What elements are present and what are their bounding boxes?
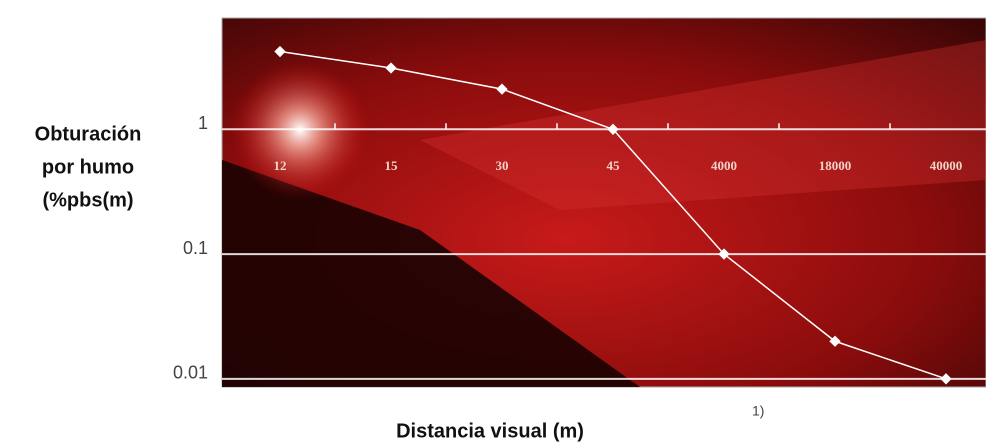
x-tick-label: 18000: [819, 158, 852, 173]
y-axis-label-line: (%pbs(m): [42, 189, 133, 211]
x-tick-label: 40000: [930, 158, 963, 173]
chart: Obturación por humo (%pbs(m) Distancia vis…: [0, 0, 986, 446]
y-axis-label-line: por humo: [42, 156, 134, 178]
x-axis-label: Distancia visual (m): [396, 420, 584, 442]
plot-background: [222, 18, 986, 387]
y-tick-label: 0.01: [173, 363, 208, 383]
x-tick-label: 15: [385, 158, 399, 173]
x-tick-label: 4000: [711, 158, 737, 173]
x-tick-label: 12: [274, 158, 287, 173]
y-axis-label: Obturación por humo (%pbs(m): [35, 123, 142, 211]
y-tick-label: 1: [198, 113, 208, 133]
y-axis-label-line: Obturación: [35, 123, 142, 145]
x-tick-label: 30: [496, 158, 509, 173]
x-tick-label: 45: [607, 158, 621, 173]
annotation: 1): [752, 403, 764, 419]
y-tick-label: 0.1: [183, 238, 208, 258]
